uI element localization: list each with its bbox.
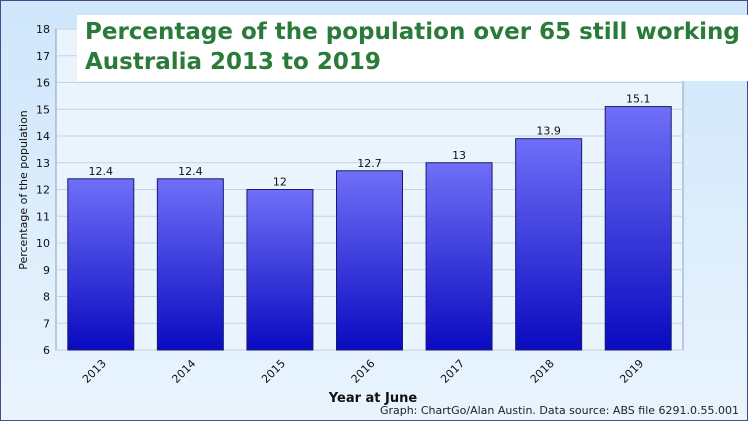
y-tick-label: 10 bbox=[36, 237, 50, 250]
bar-2014 bbox=[156, 178, 224, 351]
x-tick-label: 2014 bbox=[169, 357, 198, 386]
value-labels: 12.4 12.4 12 12.7 13 13.9 15.1 bbox=[89, 93, 651, 189]
value-label: 13 bbox=[452, 149, 466, 162]
source-credit: Graph: ChartGo/Alan Austin. Data source:… bbox=[379, 404, 739, 417]
x-tick-label: 2017 bbox=[438, 357, 467, 386]
x-axis-label: Year at June bbox=[328, 391, 418, 406]
y-tick-label: 18 bbox=[36, 23, 50, 36]
y-tick-label: 13 bbox=[36, 157, 50, 170]
bars bbox=[67, 106, 672, 351]
x-tick-label: 2013 bbox=[80, 357, 109, 386]
bar-2017 bbox=[425, 162, 493, 351]
y-tick-label: 15 bbox=[36, 103, 50, 116]
bar-2015 bbox=[246, 189, 314, 351]
bar-2019 bbox=[604, 106, 672, 351]
y-tick-label: 14 bbox=[36, 130, 50, 143]
y-tick-label: 7 bbox=[43, 317, 50, 330]
chart-title-line-1: Percentage of the population over 65 sti… bbox=[85, 19, 740, 45]
value-label: 12.4 bbox=[89, 165, 114, 178]
y-axis-ticks: 6 7 8 9 10 11 12 13 14 15 16 17 18 bbox=[36, 23, 50, 357]
y-tick-label: 11 bbox=[36, 210, 50, 223]
chart-title: Percentage of the population over 65 sti… bbox=[77, 15, 748, 81]
x-axis-ticks: 2013 2014 2015 2016 2017 2018 2019 bbox=[80, 357, 646, 386]
x-tick-label: 2015 bbox=[259, 357, 288, 386]
y-tick-label: 8 bbox=[43, 291, 50, 304]
x-tick-label: 2016 bbox=[349, 357, 378, 386]
y-tick-label: 12 bbox=[36, 184, 50, 197]
value-label: 12.7 bbox=[357, 157, 382, 170]
y-tick-label: 9 bbox=[43, 264, 50, 277]
x-tick-label: 2018 bbox=[528, 357, 557, 386]
value-label: 13.9 bbox=[536, 125, 561, 138]
value-label: 12 bbox=[273, 176, 287, 189]
y-axis-label: Percentage of the population bbox=[17, 110, 30, 270]
chart-title-line-2: Australia 2013 to 2019 bbox=[85, 49, 381, 75]
y-tick-label: 17 bbox=[36, 50, 50, 63]
value-label: 12.4 bbox=[178, 165, 203, 178]
bar-2018 bbox=[515, 138, 583, 351]
bar-2013 bbox=[67, 178, 135, 351]
y-tick-label: 16 bbox=[36, 77, 50, 90]
bar-2016 bbox=[336, 170, 403, 351]
y-tick-label: 6 bbox=[43, 344, 50, 357]
value-label: 15.1 bbox=[626, 93, 651, 106]
x-tick-label: 2019 bbox=[617, 357, 646, 386]
